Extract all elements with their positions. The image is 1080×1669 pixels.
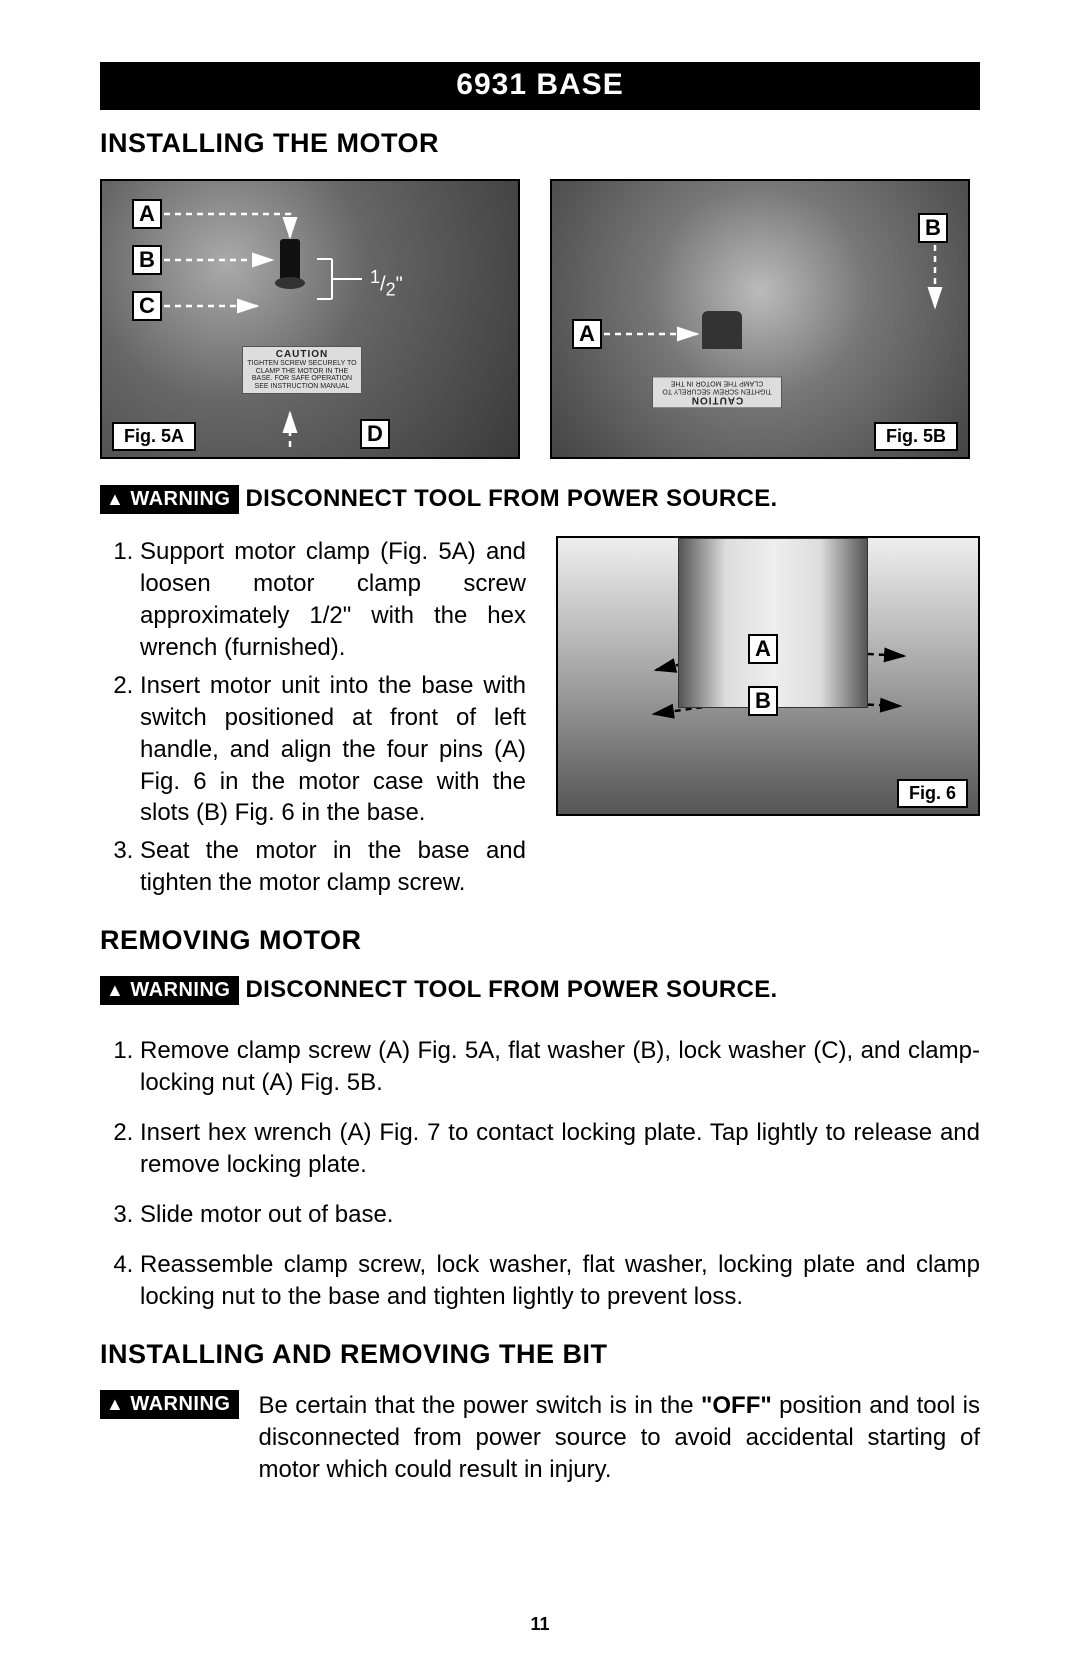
- heading-installing-motor: INSTALLING THE MOTOR: [100, 128, 980, 159]
- heading-removing-motor: REMOVING MOTOR: [100, 925, 980, 956]
- callout-B: B: [748, 686, 778, 716]
- warning-bit: ▲WARNING Be certain that the power switc…: [100, 1390, 980, 1487]
- list-item: Slide motor out of base.: [140, 1199, 980, 1231]
- install-steps-and-fig6: Support motor clamp (Fig. 5A) and loosen…: [100, 536, 980, 905]
- warning-badge: ▲WARNING: [100, 1390, 239, 1419]
- list-item: Reassemble clamp screw, lock washer, fla…: [140, 1249, 980, 1313]
- list-item: Insert hex wrench (A) Fig. 7 to contact …: [140, 1117, 980, 1181]
- callout-A: A: [572, 319, 602, 349]
- warning-triangle-icon: ▲: [106, 489, 124, 510]
- warning-text: DISCONNECT TOOL FROM POWER SOURCE.: [245, 485, 777, 512]
- figure-label-5b: Fig. 5B: [874, 422, 958, 451]
- callout-C: C: [132, 291, 162, 321]
- figure-row-5: CAUTION TIGHTEN SCREW SECURELY TO CLAMP …: [100, 179, 980, 459]
- warning-disconnect-2: ▲WARNING DISCONNECT TOOL FROM POWER SOUR…: [100, 976, 980, 1005]
- callout-B: B: [132, 245, 162, 275]
- callout-D: D: [360, 419, 390, 449]
- warning-bit-text: Be certain that the power switch is in t…: [259, 1390, 981, 1487]
- remove-motor-steps: Remove clamp screw (A) Fig. 5A, flat was…: [100, 1035, 980, 1312]
- figure-label-6: Fig. 6: [897, 779, 968, 808]
- figure-5a-arrows: [102, 181, 520, 459]
- page-number: 11: [0, 1614, 1080, 1635]
- warning-text: DISCONNECT TOOL FROM POWER SOURCE.: [245, 976, 777, 1003]
- callout-B: B: [918, 213, 948, 243]
- warning-badge: ▲WARNING: [100, 976, 239, 1005]
- install-motor-steps: Support motor clamp (Fig. 5A) and loosen…: [100, 536, 526, 899]
- list-item: Insert motor unit into the base with swi…: [140, 670, 526, 830]
- callout-A: A: [132, 199, 162, 229]
- callout-A: A: [748, 634, 778, 664]
- warning-disconnect-1: ▲WARNING DISCONNECT TOOL FROM POWER SOUR…: [100, 485, 980, 514]
- figure-label-5a: Fig. 5A: [112, 422, 196, 451]
- title-bar: 6931 BASE: [100, 62, 980, 110]
- dimension-label: 1/2": [370, 267, 403, 301]
- warning-triangle-icon: ▲: [106, 980, 124, 1001]
- figure-5b: CAUTION TIGHTEN SCREW SECURELY TO CLAMP …: [550, 179, 970, 459]
- warning-triangle-icon: ▲: [106, 1394, 124, 1415]
- heading-installing-bit: INSTALLING AND REMOVING THE BIT: [100, 1339, 980, 1370]
- figure-6: A B Fig. 6: [556, 536, 980, 816]
- warning-badge: ▲WARNING: [100, 485, 239, 514]
- figure-5b-arrows: [552, 181, 970, 459]
- list-item: Seat the motor in the base and tighten t…: [140, 835, 526, 899]
- list-item: Remove clamp screw (A) Fig. 5A, flat was…: [140, 1035, 980, 1099]
- list-item: Support motor clamp (Fig. 5A) and loosen…: [140, 536, 526, 664]
- figure-5a: CAUTION TIGHTEN SCREW SECURELY TO CLAMP …: [100, 179, 520, 459]
